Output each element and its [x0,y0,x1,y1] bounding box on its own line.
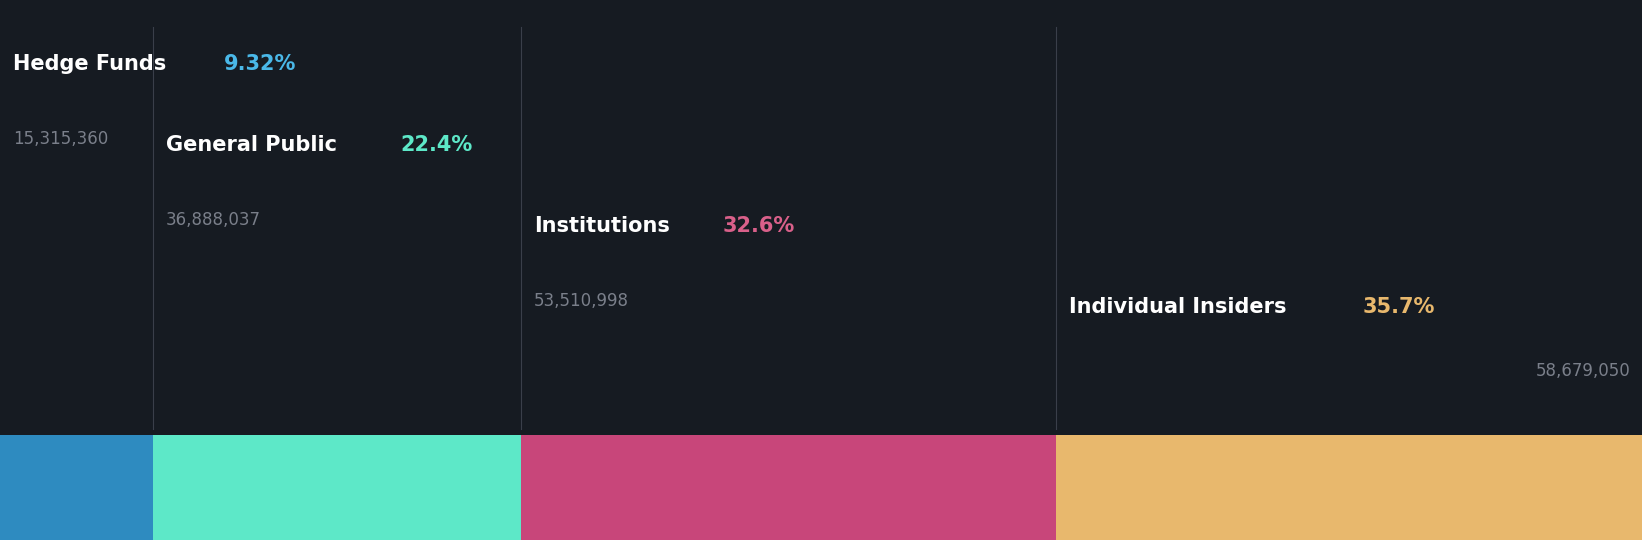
Text: Individual Insiders: Individual Insiders [1069,297,1287,317]
Text: Hedge Funds: Hedge Funds [13,54,166,74]
Text: Institutions: Institutions [534,216,670,236]
Text: General Public: General Public [166,135,337,155]
Bar [0,435,153,540]
Text: 53,510,998: 53,510,998 [534,292,629,309]
Text: 9.32%: 9.32% [223,54,297,74]
Text: 36,888,037: 36,888,037 [166,211,261,228]
Text: 15,315,360: 15,315,360 [13,130,108,147]
Bar [1056,435,1642,540]
Bar [153,435,521,540]
Text: 35.7%: 35.7% [1363,297,1435,317]
Text: 32.6%: 32.6% [722,216,795,236]
Text: 58,679,050: 58,679,050 [1535,362,1631,380]
Bar [521,435,1056,540]
Text: 22.4%: 22.4% [401,135,473,155]
